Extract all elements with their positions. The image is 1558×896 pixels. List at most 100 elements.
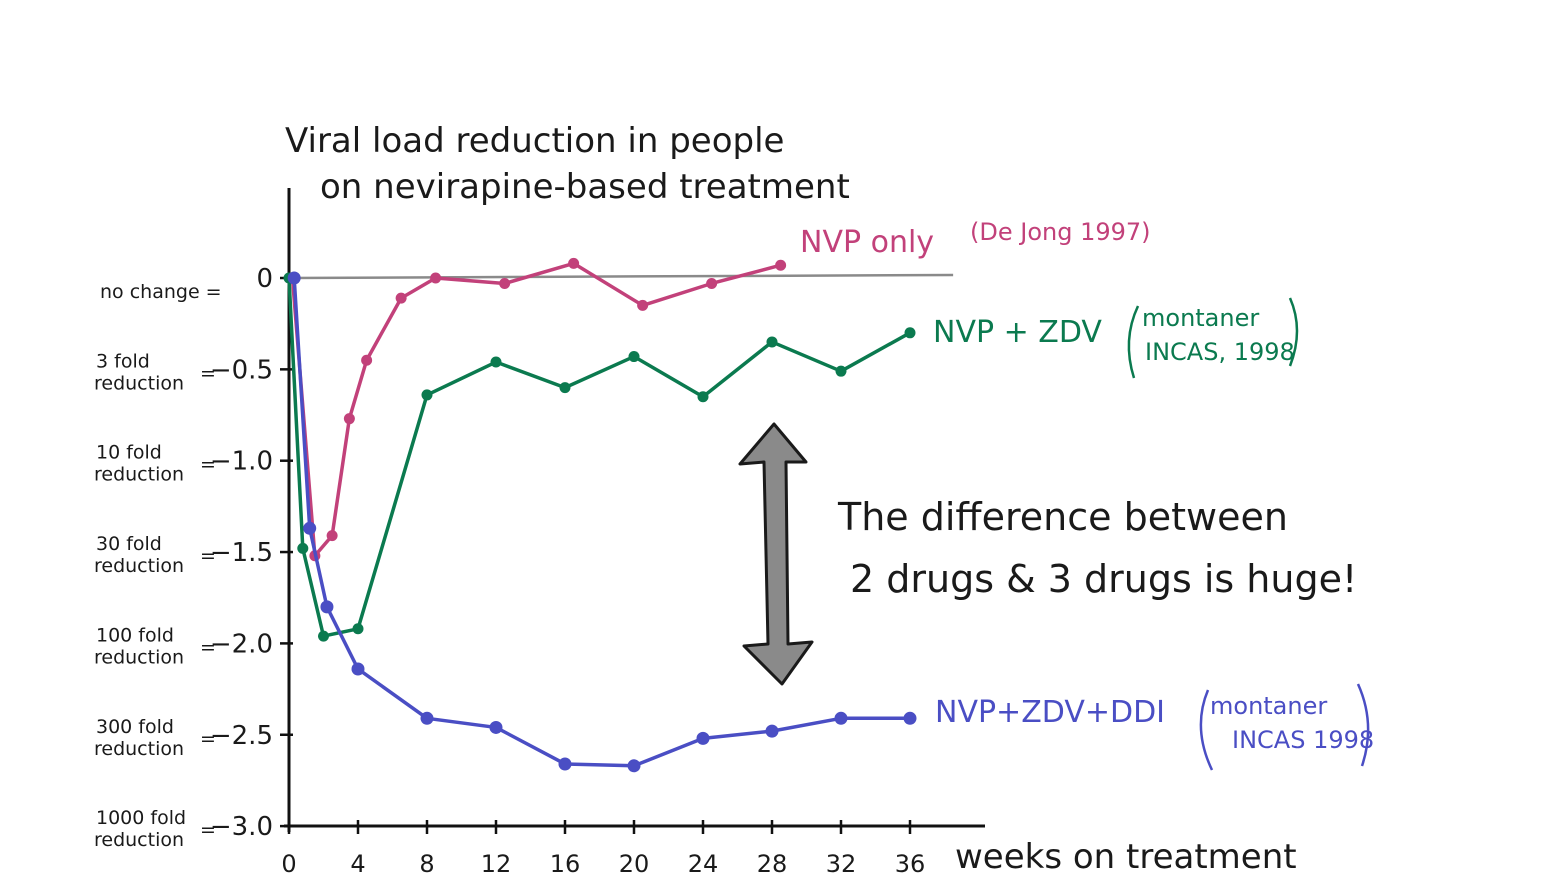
- y-tick-label: −0.5: [210, 355, 273, 385]
- x-tick-label: 24: [688, 850, 719, 878]
- y-tick-equals: =: [200, 819, 216, 841]
- y-tick-description-line: no change =: [100, 281, 222, 303]
- legend-citation-nvp-zdv-line-2: INCAS, 1998: [1145, 338, 1295, 366]
- data-point: [303, 521, 317, 535]
- y-tick-label: −2.0: [210, 629, 273, 659]
- y-tick-description-line: 30 fold: [96, 533, 162, 555]
- data-point: [559, 382, 571, 394]
- legend-citation-nvp-zdv-line-1: montaner: [1142, 304, 1259, 332]
- y-tick-equals: =: [200, 636, 216, 658]
- zero-reference-line: [288, 273, 954, 280]
- data-point: [351, 662, 365, 676]
- x-tick-label: 12: [481, 850, 512, 878]
- series-line: [290, 261, 782, 558]
- annotation-line-2: 2 drugs & 3 drugs is huge!: [850, 557, 1357, 601]
- data-point: [834, 711, 848, 725]
- data-point: [318, 630, 329, 642]
- y-tick-label: 0: [256, 264, 273, 294]
- series-line: [287, 277, 911, 638]
- series-nvp-zdv: [283, 272, 916, 642]
- annotation-callout: The difference between 2 drugs & 3 drugs…: [837, 495, 1357, 601]
- y-tick-description-line: reduction: [94, 829, 184, 851]
- y-tick-equals: =: [200, 362, 216, 384]
- y-tick-description-line: 300 fold: [96, 716, 174, 738]
- data-point: [287, 271, 301, 285]
- data-point: [489, 720, 503, 734]
- x-tick-label: 20: [619, 850, 650, 878]
- data-point: [568, 257, 580, 269]
- data-point: [765, 724, 779, 738]
- x-tick-label: 16: [550, 850, 581, 878]
- y-tick-description-line: reduction: [94, 372, 184, 394]
- y-tick-label: −1.0: [210, 447, 273, 477]
- x-axis-label: weeks on treatment: [955, 837, 1297, 877]
- legend-citation-nvp-zdv-right-paren: [1288, 297, 1299, 367]
- data-point: [297, 542, 309, 554]
- data-point: [395, 292, 407, 304]
- data-point: [637, 299, 649, 311]
- data-point: [628, 351, 640, 363]
- legend-label-nvp-zdv: NVP + ZDV: [933, 315, 1102, 350]
- x-tick-label: 36: [895, 850, 926, 878]
- x-tick-label: 4: [350, 850, 365, 878]
- data-point: [343, 413, 355, 425]
- data-point: [420, 711, 434, 725]
- data-point: [775, 259, 787, 271]
- legend-citation-nvp-zdv-ddi-line-1: montaner: [1210, 692, 1327, 720]
- x-ticks: 0 4 8 12 16 20 24 28 32 36: [281, 820, 925, 878]
- y-tick-description-line: reduction: [94, 738, 184, 760]
- data-point: [766, 336, 778, 348]
- legend-citation-nvp-zdv-left-paren: [1127, 305, 1140, 379]
- y-tick-description-line: 3 fold: [96, 350, 150, 372]
- legend-label-nvp-only: NVP only: [800, 225, 934, 260]
- y-tick-description-line: reduction: [94, 646, 184, 668]
- data-point: [421, 389, 433, 401]
- data-point: [320, 600, 334, 614]
- x-tick-label: 32: [826, 850, 857, 878]
- y-tick-description-line: 100 fold: [96, 624, 174, 646]
- series-nvp-only: [286, 257, 787, 562]
- data-point: [361, 354, 373, 366]
- chart-title-line-1: Viral load reduction in people: [285, 121, 784, 161]
- y-tick-label: −2.5: [210, 721, 273, 751]
- double-arrow-icon: [738, 422, 814, 686]
- series-nvp-zdv-ddi: [287, 271, 917, 773]
- y-tick-description: no change =: [100, 281, 222, 303]
- y-tick-description-line: 10 fold: [96, 442, 162, 464]
- y-tick-description-line: 1000 fold: [96, 807, 186, 829]
- legend: NVP only (De Jong 1997) NVP + ZDV montan…: [800, 218, 1374, 771]
- legend-label-nvp-zdv-ddi: NVP+ZDV+DDI: [935, 695, 1165, 730]
- legend-citation-nvp-only: (De Jong 1997): [970, 218, 1151, 246]
- chart-title-line-2: on nevirapine-based treatment: [320, 167, 850, 207]
- x-tick-label: 8: [419, 850, 434, 878]
- legend-citation-nvp-zdv-ddi-line-2: INCAS 1998: [1232, 726, 1374, 754]
- data-point: [904, 327, 916, 339]
- data-point: [558, 757, 572, 771]
- data-point: [627, 759, 641, 773]
- y-tick-description-line: reduction: [94, 555, 184, 577]
- y-tick-equals: =: [200, 545, 216, 567]
- data-point: [352, 623, 364, 635]
- y-tick-description-line: reduction: [94, 464, 184, 486]
- data-point: [903, 711, 917, 725]
- series-layer: [283, 257, 917, 773]
- chart-title: Viral load reduction in people on nevira…: [285, 121, 850, 207]
- legend-citation-nvp-zdv-ddi-right-paren: [1356, 683, 1370, 767]
- series-line: [292, 277, 910, 768]
- y-tick-label: −1.5: [210, 538, 273, 568]
- y-tick-equals: =: [200, 728, 216, 750]
- x-tick-label: 28: [757, 850, 788, 878]
- data-point: [430, 272, 442, 284]
- data-point: [706, 277, 718, 289]
- data-point: [490, 356, 502, 368]
- data-point: [499, 277, 511, 289]
- data-point: [835, 365, 847, 377]
- annotation-line-1: The difference between: [837, 495, 1288, 539]
- data-point: [326, 530, 338, 542]
